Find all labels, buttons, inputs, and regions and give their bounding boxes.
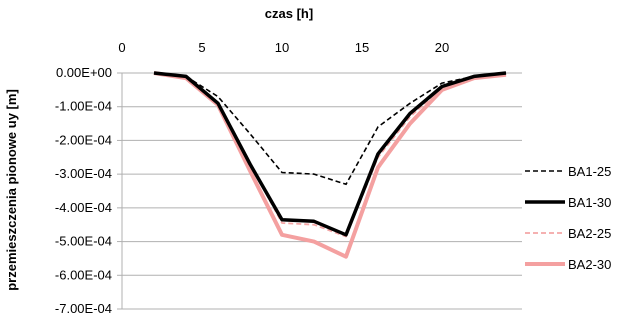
legend-label: BA1-30 — [568, 195, 611, 210]
x-axis-title: czas [h] — [265, 6, 313, 21]
y-tick-label: -7.00E-04 — [55, 301, 112, 316]
y-tick-label: -5.00E-04 — [55, 234, 112, 249]
x-tick-label: 15 — [355, 40, 369, 55]
x-tick-label: 10 — [275, 40, 289, 55]
series-line-ba1-30 — [153, 71, 507, 237]
legend-label: BA1-25 — [568, 164, 611, 179]
legend: BA1-25 BA1-30 BA2-25 BA2-30 — [525, 164, 611, 272]
gridlines — [117, 72, 522, 310]
legend-label: BA2-25 — [568, 226, 611, 241]
y-tick-label: -4.00E-04 — [55, 200, 112, 215]
y-tick-label: -1.00E-04 — [55, 99, 112, 114]
y-axis-ticks: 0.00E+00 -1.00E-04 -2.00E-04 -3.00E-04 -4.00… — [55, 65, 112, 316]
y-tick-label: 0.00E+00 — [56, 65, 112, 80]
series-line-ba1-25 — [153, 72, 507, 186]
y-tick-label: -2.00E-04 — [55, 132, 112, 147]
y-axis-title: przemieszczenia pionowe uy [m] — [4, 89, 19, 291]
x-axis-ticks: 0 5 10 15 20 — [118, 40, 449, 55]
x-tick-label: 20 — [435, 40, 449, 55]
series-lines — [153, 71, 507, 259]
x-tick-label: 0 — [118, 40, 125, 55]
y-tick-label: -3.00E-04 — [55, 166, 112, 181]
legend-label: BA2-30 — [568, 257, 611, 272]
x-tick-label: 5 — [198, 40, 205, 55]
y-tick-label: -6.00E-04 — [55, 267, 112, 282]
